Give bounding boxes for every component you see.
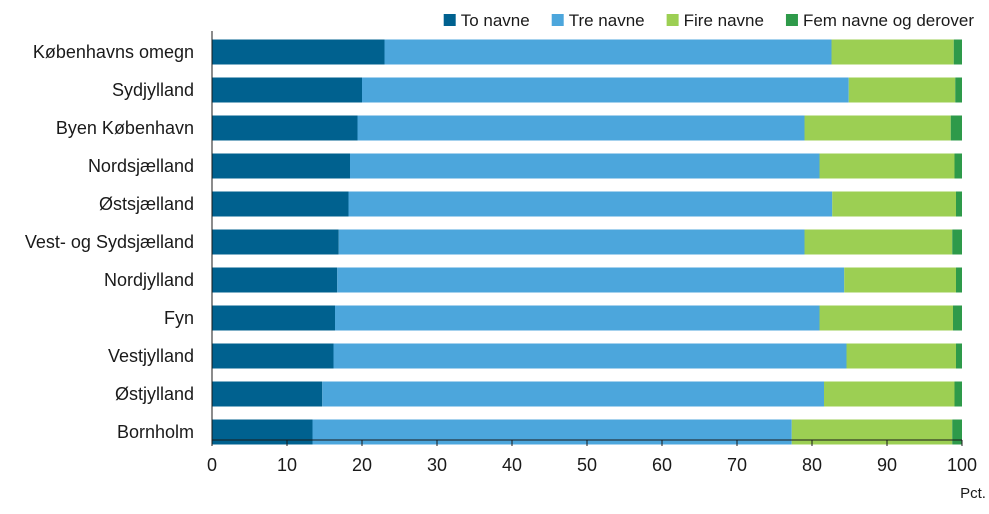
bar-segment xyxy=(212,381,323,407)
legend-swatch xyxy=(785,14,798,26)
bar-segment xyxy=(212,77,362,103)
bar-segment xyxy=(804,229,953,255)
bar-segment xyxy=(955,77,962,103)
bar-segment xyxy=(824,381,955,407)
bar-segment xyxy=(954,381,962,407)
bar-segment xyxy=(335,305,820,331)
bar-segment xyxy=(362,77,849,103)
category-label: Østjylland xyxy=(115,384,194,404)
bar-segment xyxy=(312,419,792,445)
bar-segment xyxy=(212,115,358,141)
bar-segment xyxy=(952,419,962,445)
bar-segment xyxy=(848,77,956,103)
bar-segment xyxy=(953,305,962,331)
legend-label: Fem navne og derover xyxy=(803,11,974,30)
category-label: Byen København xyxy=(56,118,194,138)
bar-segment xyxy=(212,267,338,293)
x-tick-label: 60 xyxy=(652,455,672,475)
bar-segment xyxy=(350,153,820,179)
x-tick-label: 10 xyxy=(277,455,297,475)
bar-segment xyxy=(831,39,954,65)
bar-segment xyxy=(804,115,951,141)
bar-segment xyxy=(950,115,962,141)
category-label: Fyn xyxy=(164,308,194,328)
bar-segment xyxy=(212,153,350,179)
bar-segment xyxy=(212,39,385,65)
bar-segment xyxy=(337,267,845,293)
bar-segment xyxy=(212,191,349,217)
x-tick-label: 100 xyxy=(947,455,977,475)
bar-segment xyxy=(212,419,313,445)
x-tick-label: 30 xyxy=(427,455,447,475)
legend-swatch xyxy=(551,14,564,26)
x-tick-label: 0 xyxy=(207,455,217,475)
bar-segment xyxy=(333,343,847,369)
bar-segment xyxy=(212,343,334,369)
bar-segment xyxy=(212,229,339,255)
bar-segment xyxy=(954,153,962,179)
bar-segment xyxy=(846,343,956,369)
category-label: Københavns omegn xyxy=(33,42,194,62)
legend-label: Tre navne xyxy=(569,11,645,30)
category-label: Vestjylland xyxy=(108,346,194,366)
x-tick-label: 50 xyxy=(577,455,597,475)
x-axis-unit-label: Pct. xyxy=(960,485,986,502)
x-tick-label: 90 xyxy=(877,455,897,475)
category-labels: Københavns omegn Sydjylland Byen København… xyxy=(25,42,194,442)
x-tick-label: 20 xyxy=(352,455,372,475)
bar-segment xyxy=(819,305,953,331)
x-tick-label: 80 xyxy=(802,455,822,475)
x-axis: 0 10 20 30 40 50 60 70 80 90 100 Pct. xyxy=(207,31,986,502)
bar-segment xyxy=(952,229,962,255)
bar-segment xyxy=(844,267,956,293)
category-label: Nordjylland xyxy=(104,270,194,290)
category-label: Sydjylland xyxy=(112,80,194,100)
x-tick-label: 70 xyxy=(727,455,747,475)
bar-segment xyxy=(791,419,953,445)
bar-segment xyxy=(832,191,956,217)
bar-segment xyxy=(953,39,962,65)
bar-segment xyxy=(956,267,962,293)
bar-segment xyxy=(384,39,832,65)
bar-segment xyxy=(338,229,805,255)
bar-segment xyxy=(348,191,833,217)
legend-swatch xyxy=(443,14,456,26)
category-label: Vest- og Sydsjælland xyxy=(25,232,194,252)
legend-label: To navne xyxy=(461,11,530,30)
category-label: Bornholm xyxy=(117,422,194,442)
legend: To navne Tre navne Fire navne Fem navne og … xyxy=(443,11,974,30)
bar-segment xyxy=(212,305,335,331)
x-tick-label: 40 xyxy=(502,455,522,475)
bar-segment xyxy=(956,191,962,217)
bar-segment xyxy=(357,115,805,141)
category-label: Østsjælland xyxy=(99,194,194,214)
category-label: Nordsjælland xyxy=(88,156,194,176)
legend-label: Fire navne xyxy=(684,11,764,30)
bar-segment xyxy=(819,153,955,179)
legend-swatch xyxy=(666,14,679,26)
bar-segment xyxy=(322,381,824,407)
bar-segment xyxy=(956,343,962,369)
bars xyxy=(212,39,962,445)
